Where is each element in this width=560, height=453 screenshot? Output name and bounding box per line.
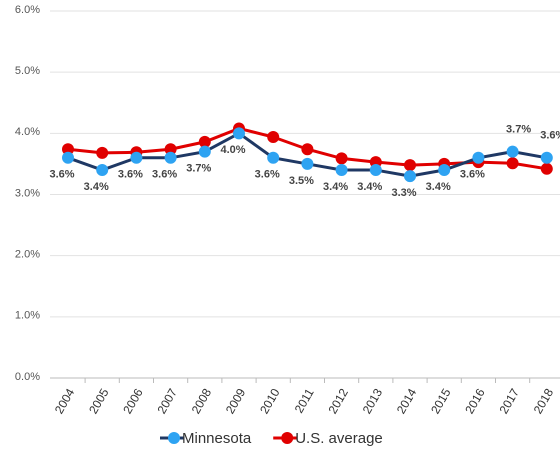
x-tick-label: 2004	[52, 386, 78, 416]
x-tick-label: 2006	[120, 386, 146, 416]
marker	[198, 135, 211, 148]
x-tick-label: 2013	[360, 386, 386, 416]
data-label: 3.3%	[391, 187, 416, 199]
data-label: 3.6%	[118, 169, 143, 181]
y-tick-label: 5.0%	[15, 65, 40, 77]
marker	[369, 164, 382, 177]
marker	[335, 152, 348, 165]
marker	[164, 143, 177, 156]
x-tick-label: 2007	[154, 386, 180, 416]
data-label: 3.6%	[255, 169, 280, 181]
marker	[198, 145, 211, 158]
x-tick-label: 2008	[189, 386, 215, 416]
legend-label: Minnesota	[182, 430, 252, 447]
marker	[404, 170, 416, 183]
x-tick-label: 2012	[325, 386, 351, 416]
data-label: 3.7%	[186, 163, 211, 175]
y-tick-label: 0.0%	[15, 371, 40, 383]
y-tick-label: 2.0%	[15, 249, 40, 261]
marker	[164, 151, 177, 164]
data-label: 3.6%	[460, 169, 485, 181]
x-tick-label: 2014	[394, 386, 420, 416]
data-label: 3.7%	[506, 124, 531, 136]
marker	[506, 145, 519, 158]
data-label: 3.4%	[357, 181, 382, 193]
x-tick-label: 2011	[292, 386, 317, 416]
y-tick-label: 6.0%	[15, 4, 40, 16]
x-tick-label: 2017	[496, 386, 522, 416]
marker	[267, 151, 280, 164]
marker	[506, 157, 519, 170]
x-tick-label: 2005	[86, 386, 112, 416]
legend-marker	[168, 432, 180, 444]
y-tick-label: 1.0%	[15, 310, 40, 322]
x-tick-label: 2010	[257, 386, 283, 416]
marker	[472, 151, 485, 164]
y-tick-label: 4.0%	[15, 126, 40, 138]
marker	[267, 131, 280, 144]
y-tick-label: 3.0%	[15, 187, 40, 199]
data-label: 3.6%	[49, 169, 74, 181]
data-label: 3.4%	[426, 181, 451, 193]
marker	[540, 151, 553, 164]
marker	[62, 151, 74, 164]
x-tick-label: 2015	[428, 386, 454, 416]
data-label: 3.6%	[540, 130, 560, 142]
data-label: 3.4%	[84, 181, 109, 193]
marker	[96, 164, 109, 177]
marker	[130, 151, 143, 164]
marker	[301, 157, 314, 170]
x-tick-label: 2009	[223, 386, 249, 416]
marker	[438, 164, 451, 177]
marker	[335, 164, 348, 177]
marker	[96, 146, 109, 159]
legend-marker	[281, 432, 294, 444]
data-label: 3.5%	[289, 175, 314, 187]
data-label: 3.6%	[152, 169, 177, 181]
marker	[540, 162, 553, 175]
legend-label: U.S. average	[295, 430, 383, 447]
x-tick-label: 2018	[531, 386, 557, 416]
marker	[233, 127, 245, 140]
marker	[404, 159, 416, 172]
marker	[62, 143, 74, 156]
marker	[301, 143, 314, 156]
data-label: 3.4%	[323, 181, 348, 193]
data-label: 4.0%	[220, 144, 245, 156]
x-tick-label: 2016	[462, 386, 488, 416]
